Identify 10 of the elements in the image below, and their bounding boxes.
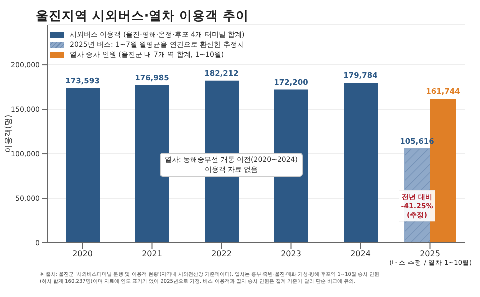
bar — [66, 88, 100, 243]
x-tick-label: 2025 — [420, 250, 440, 259]
x-tick-label: 2022 — [212, 250, 232, 259]
y-axis-title: 이용객(명) — [4, 114, 13, 154]
x-tick-label: 2021 — [142, 250, 162, 259]
x-tick-label: 2024 — [350, 250, 371, 259]
x-tick-label: 2023 — [281, 250, 302, 259]
chart-title: 울진지역 시외버스·열차 이용객 추이 — [36, 8, 249, 25]
x-tick-label: 2020 — [72, 250, 93, 259]
bar — [344, 83, 378, 243]
